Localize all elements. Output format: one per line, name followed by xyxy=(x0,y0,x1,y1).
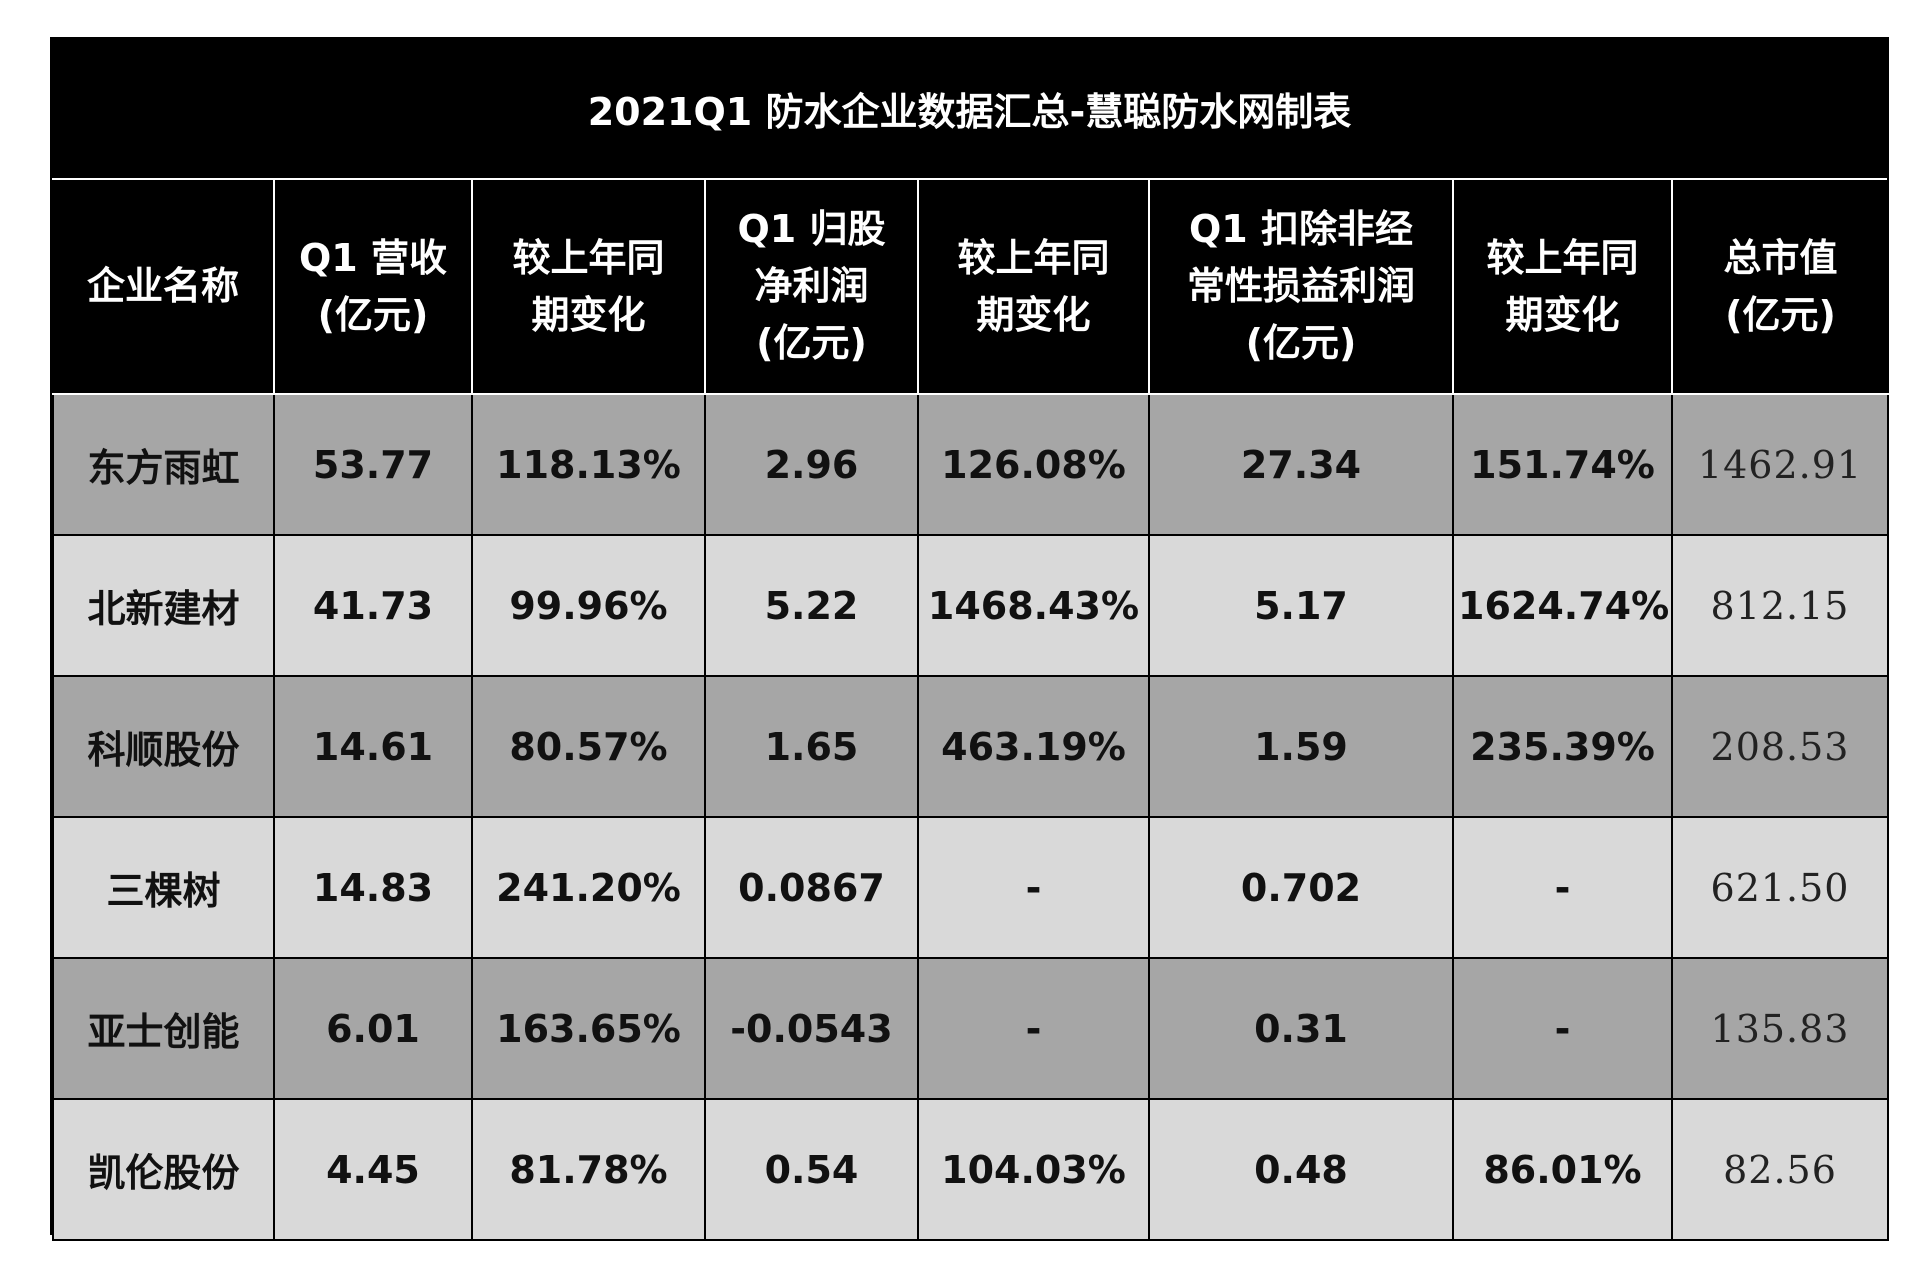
cell-company: 科顺股份 xyxy=(52,675,275,818)
header-adj-profit-line1: Q1 扣除非经 xyxy=(1189,207,1413,251)
header-net-profit-yoy-line2: 期变化 xyxy=(976,292,1091,337)
cell-revenue: 14.61 xyxy=(273,675,473,818)
cell-net-profit-yoy: 104.03% xyxy=(917,1098,1150,1241)
cell-adj-profit: 0.48 xyxy=(1148,1098,1454,1241)
cell-adj-profit: 5.17 xyxy=(1148,534,1454,677)
header-row: 企业名称 Q1 营收 (亿元) 较上年同 期变化 Q1 归股 净利润 (亿元) … xyxy=(53,180,1888,395)
cell-market-cap: 82.56 xyxy=(1671,1098,1889,1241)
table-row: 东方雨虹 53.77 118.13% 2.96 126.08% 27.34 15… xyxy=(52,393,1889,536)
cell-revenue-yoy: 81.78% xyxy=(471,1098,706,1241)
cell-net-profit: 1.65 xyxy=(704,675,919,818)
data-table: 企业名称 Q1 营收 (亿元) 较上年同 期变化 Q1 归股 净利润 (亿元) … xyxy=(52,180,1889,1241)
table-row: 三棵树 14.83 241.20% 0.0867 - 0.702 - 621.5… xyxy=(52,816,1889,959)
header-market-cap-unit: (亿元) xyxy=(1725,292,1836,337)
cell-net-profit-yoy: 463.19% xyxy=(917,675,1150,818)
table-title: 2021Q1 防水企业数据汇总-慧聪防水网制表 xyxy=(52,39,1887,180)
cell-company: 东方雨虹 xyxy=(52,393,275,536)
table-row: 凯伦股份 4.45 81.78% 0.54 104.03% 0.48 86.01… xyxy=(52,1098,1889,1241)
cell-revenue-yoy: 80.57% xyxy=(471,675,706,818)
cell-adj-profit-yoy: 235.39% xyxy=(1452,675,1673,818)
header-net-profit: Q1 归股 净利润 (亿元) xyxy=(704,180,919,395)
header-adj-profit-yoy-line1: 较上年同 xyxy=(1486,235,1639,280)
cell-company: 三棵树 xyxy=(52,816,275,959)
cell-adj-profit-yoy: 86.01% xyxy=(1452,1098,1673,1241)
cell-revenue: 4.45 xyxy=(273,1098,473,1241)
cell-market-cap: 812.15 xyxy=(1671,534,1889,677)
header-market-cap-label: 总市值 xyxy=(1723,235,1838,280)
header-net-profit-line1: Q1 归股 xyxy=(737,207,886,251)
cell-net-profit: 2.96 xyxy=(704,393,919,536)
cell-company: 北新建材 xyxy=(52,534,275,677)
cell-net-profit: -0.0543 xyxy=(704,957,919,1100)
table-row: 北新建材 41.73 99.96% 5.22 1468.43% 5.17 162… xyxy=(52,534,1889,677)
cell-revenue: 41.73 xyxy=(273,534,473,677)
cell-market-cap: 135.83 xyxy=(1671,957,1889,1100)
cell-revenue-yoy: 241.20% xyxy=(471,816,706,959)
header-net-profit-line2: 净利润 xyxy=(754,264,869,308)
header-revenue-yoy-line2: 期变化 xyxy=(531,292,646,337)
header-company-label: 企业名称 xyxy=(86,264,239,308)
cell-market-cap: 1462.91 xyxy=(1671,393,1889,536)
header-adj-profit-unit: (亿元) xyxy=(1245,321,1357,365)
cell-net-profit: 0.54 xyxy=(704,1098,919,1241)
header-revenue-label: Q1 营收 xyxy=(299,235,447,280)
cell-net-profit-yoy: - xyxy=(917,816,1150,959)
header-net-profit-yoy: 较上年同 期变化 xyxy=(917,180,1150,395)
table-row: 科顺股份 14.61 80.57% 1.65 463.19% 1.59 235.… xyxy=(52,675,1889,818)
cell-revenue-yoy: 163.65% xyxy=(471,957,706,1100)
header-adj-profit-line2: 常性损益利润 xyxy=(1186,264,1415,308)
cell-adj-profit-yoy: - xyxy=(1452,816,1673,959)
cell-adj-profit: 0.702 xyxy=(1148,816,1454,959)
cell-adj-profit: 27.34 xyxy=(1148,393,1454,536)
header-revenue-yoy-line1: 较上年同 xyxy=(512,235,665,280)
header-revenue-yoy: 较上年同 期变化 xyxy=(471,180,706,395)
cell-revenue: 6.01 xyxy=(273,957,473,1100)
cell-adj-profit-yoy: 1624.74% xyxy=(1452,534,1673,677)
cell-net-profit-yoy: - xyxy=(917,957,1150,1100)
header-net-profit-yoy-line1: 较上年同 xyxy=(957,235,1110,280)
cell-adj-profit: 1.59 xyxy=(1148,675,1454,818)
header-net-profit-unit: (亿元) xyxy=(756,321,867,365)
cell-company: 凯伦股份 xyxy=(52,1098,275,1241)
cell-market-cap: 621.50 xyxy=(1671,816,1889,959)
cell-company: 亚士创能 xyxy=(52,957,275,1100)
header-market-cap: 总市值 (亿元) xyxy=(1671,180,1888,395)
cell-revenue-yoy: 99.96% xyxy=(471,534,706,677)
table-row: 亚士创能 6.01 163.65% -0.0543 - 0.31 - 135.8… xyxy=(52,957,1889,1100)
header-company: 企业名称 xyxy=(53,180,275,395)
summary-table-frame: 2021Q1 防水企业数据汇总-慧聪防水网制表 企业名称 Q1 营收 (亿元) xyxy=(50,37,1889,1241)
cell-net-profit-yoy: 126.08% xyxy=(917,393,1150,536)
cell-revenue-yoy: 118.13% xyxy=(471,393,706,536)
cell-adj-profit-yoy: - xyxy=(1452,957,1673,1100)
cell-revenue: 14.83 xyxy=(273,816,473,959)
header-adj-profit-yoy: 较上年同 期变化 xyxy=(1452,180,1673,395)
cell-net-profit: 0.0867 xyxy=(704,816,919,959)
header-adj-profit-yoy-line2: 期变化 xyxy=(1505,292,1620,337)
cell-net-profit: 5.22 xyxy=(704,534,919,677)
cell-revenue: 53.77 xyxy=(273,393,473,536)
cell-adj-profit-yoy: 151.74% xyxy=(1452,393,1673,536)
header-adj-profit: Q1 扣除非经 常性损益利润 (亿元) xyxy=(1148,180,1454,395)
cell-adj-profit: 0.31 xyxy=(1148,957,1454,1100)
header-revenue: Q1 营收 (亿元) xyxy=(273,180,473,395)
cell-market-cap: 208.53 xyxy=(1671,675,1889,818)
cell-net-profit-yoy: 1468.43% xyxy=(917,534,1150,677)
header-revenue-unit: (亿元) xyxy=(317,292,429,337)
